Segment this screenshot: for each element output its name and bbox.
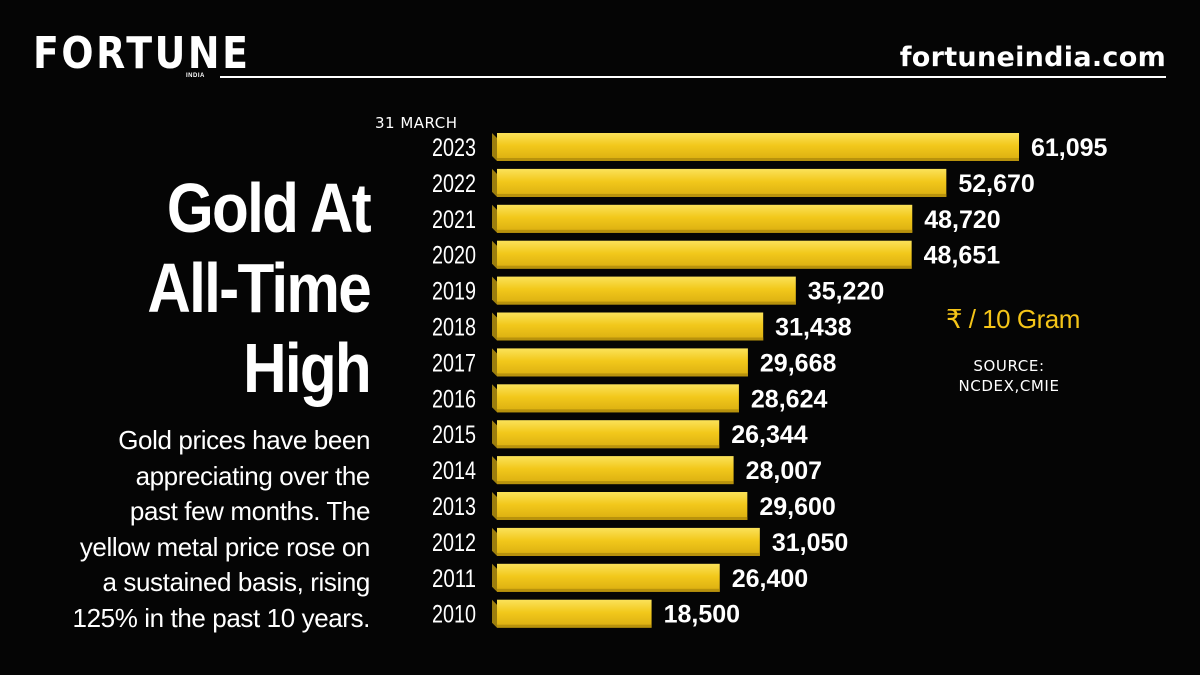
bar bbox=[497, 168, 947, 197]
header-divider bbox=[220, 76, 1166, 78]
bar-value-label: 28,624 bbox=[751, 385, 828, 413]
brand-sub-label: INDIA bbox=[186, 73, 205, 79]
bar-shadow bbox=[497, 517, 748, 520]
bar-shadow bbox=[497, 229, 913, 233]
brand-logo: FORTUNE bbox=[33, 28, 251, 79]
bar-value-label: 35,220 bbox=[808, 278, 884, 306]
site-url: fortuneindia.com bbox=[899, 42, 1166, 73]
bar-value-label: 31,050 bbox=[772, 529, 848, 557]
source-label: SOURCE: bbox=[973, 357, 1045, 375]
bar bbox=[497, 348, 748, 377]
bar bbox=[497, 204, 913, 233]
bar-value-label: 48,720 bbox=[924, 206, 1000, 234]
headline-line: All-Time bbox=[147, 249, 371, 327]
bar bbox=[497, 456, 734, 485]
year-tick-label: 2014 bbox=[432, 457, 476, 485]
year-tick-label: 2022 bbox=[432, 170, 476, 198]
bar-side bbox=[492, 456, 497, 485]
year-tick-label: 2010 bbox=[432, 601, 476, 629]
year-tick-label: 2023 bbox=[432, 134, 476, 162]
bar-side bbox=[492, 240, 497, 269]
bar-side bbox=[492, 563, 497, 592]
bar-value-label: 31,438 bbox=[775, 314, 852, 342]
year-tick-label: 2015 bbox=[432, 421, 476, 449]
bar-side bbox=[492, 492, 497, 520]
bar-value-label: 26,344 bbox=[731, 421, 808, 449]
bar-shadow bbox=[497, 301, 796, 305]
bar bbox=[497, 527, 760, 556]
headline: Gold At All-Time High bbox=[60, 168, 372, 408]
bar-shadow bbox=[497, 193, 947, 197]
bar-value-label: 52,670 bbox=[958, 170, 1034, 198]
year-tick-label: 2012 bbox=[432, 529, 476, 557]
bar-value-label: 18,500 bbox=[664, 601, 740, 629]
year-tick-label: 2021 bbox=[432, 206, 476, 234]
source-value: NCDEX,CMIE bbox=[958, 377, 1060, 395]
bar-side bbox=[492, 527, 497, 556]
bar-shadow bbox=[497, 373, 748, 377]
year-tick-label: 2013 bbox=[432, 493, 476, 521]
bar-side bbox=[492, 204, 497, 233]
bar-shadow bbox=[497, 158, 1019, 161]
headline-line: Gold At bbox=[166, 169, 372, 247]
bar-shadow bbox=[497, 588, 720, 592]
bar-shadow bbox=[497, 481, 734, 485]
bar-shadow bbox=[497, 409, 739, 413]
bar-value-label: 48,651 bbox=[924, 242, 1001, 270]
bar bbox=[497, 312, 764, 341]
description-line: yellow metal price rose on bbox=[79, 531, 371, 562]
description-line: Gold prices have been bbox=[118, 425, 370, 455]
year-tick-label: 2017 bbox=[432, 349, 476, 377]
description-line: a sustained basis, rising bbox=[102, 567, 371, 597]
bar-side bbox=[492, 420, 497, 449]
bar bbox=[497, 240, 912, 269]
bar-value-label: 28,007 bbox=[746, 457, 822, 485]
bar-value-label: 29,668 bbox=[760, 349, 837, 377]
year-tick-label: 2020 bbox=[432, 242, 476, 270]
bar-value-label: 26,400 bbox=[732, 565, 808, 593]
description-line: 125% in the past 10 years. bbox=[72, 602, 371, 633]
description: Gold prices have been appreciating over … bbox=[10, 423, 371, 636]
bar bbox=[497, 276, 796, 305]
bar bbox=[497, 420, 720, 449]
unit-label: ₹ / 10 Gram bbox=[946, 304, 1080, 334]
date-note: 31 MARCH bbox=[375, 114, 458, 132]
bar-shadow bbox=[497, 265, 912, 269]
bar-side bbox=[492, 599, 497, 628]
year-tick-label: 2018 bbox=[432, 314, 476, 342]
bar-side bbox=[492, 312, 497, 341]
bar bbox=[497, 133, 1019, 161]
bar-value-label: 29,600 bbox=[759, 493, 835, 521]
bar-side bbox=[492, 133, 497, 161]
headline-line: High bbox=[243, 329, 372, 407]
bar-side bbox=[492, 168, 497, 197]
bar-side bbox=[492, 384, 497, 413]
description-line: past few months. The bbox=[129, 496, 370, 526]
bar-shadow bbox=[497, 552, 760, 556]
year-tick-label: 2016 bbox=[432, 385, 476, 413]
bar bbox=[497, 563, 720, 592]
bar-side bbox=[492, 348, 497, 377]
bar-shadow bbox=[497, 337, 764, 341]
bar-side bbox=[492, 276, 497, 305]
bar-shadow bbox=[497, 445, 720, 449]
year-tick-label: 2019 bbox=[432, 278, 476, 306]
bar bbox=[497, 384, 739, 413]
description-line: appreciating over the bbox=[135, 460, 371, 491]
bar-value-label: 61,095 bbox=[1031, 134, 1108, 162]
bar bbox=[497, 492, 748, 520]
year-tick-label: 2011 bbox=[432, 565, 476, 593]
bar bbox=[497, 599, 652, 628]
bar-shadow bbox=[497, 624, 652, 628]
source-note: SOURCE: NCDEX,CMIE bbox=[944, 356, 1074, 396]
